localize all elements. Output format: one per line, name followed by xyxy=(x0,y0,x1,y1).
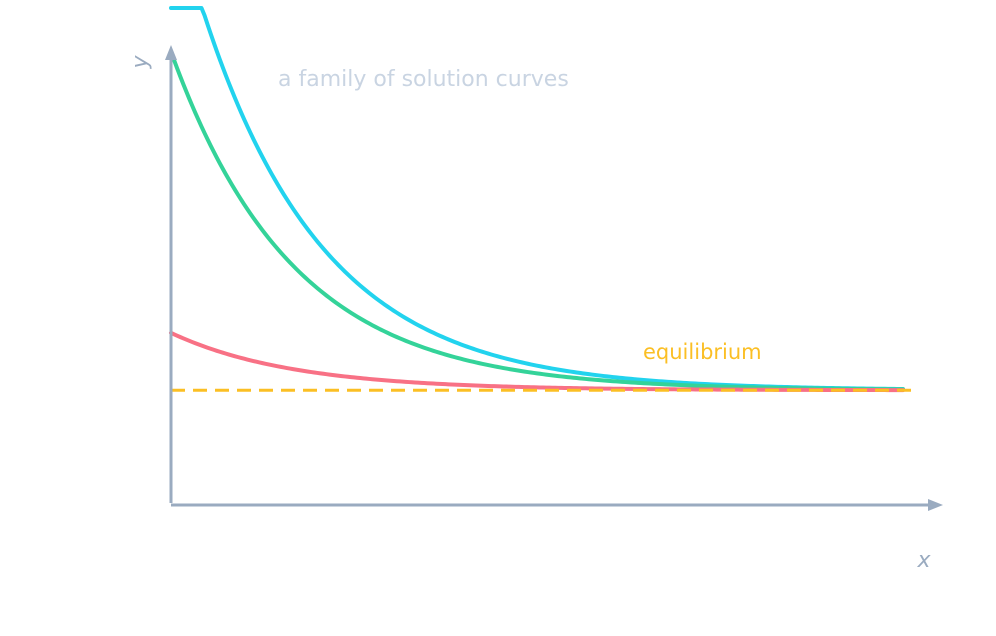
y-axis-arrowhead xyxy=(165,45,177,60)
y-axis-label: y xyxy=(128,55,153,70)
curves-group xyxy=(169,6,905,393)
solution-curve-1 xyxy=(169,6,905,391)
x-axis-arrowhead xyxy=(928,499,943,511)
chart-title: a family of solution curves xyxy=(278,67,569,92)
solution-curve-3 xyxy=(169,330,905,393)
equilibrium-label: equilibrium xyxy=(643,340,762,364)
x-axis-label: x xyxy=(916,548,931,573)
solution-curve-2 xyxy=(169,49,905,392)
